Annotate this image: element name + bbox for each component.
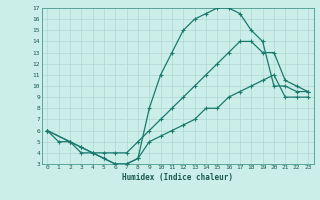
X-axis label: Humidex (Indice chaleur): Humidex (Indice chaleur) (122, 173, 233, 182)
